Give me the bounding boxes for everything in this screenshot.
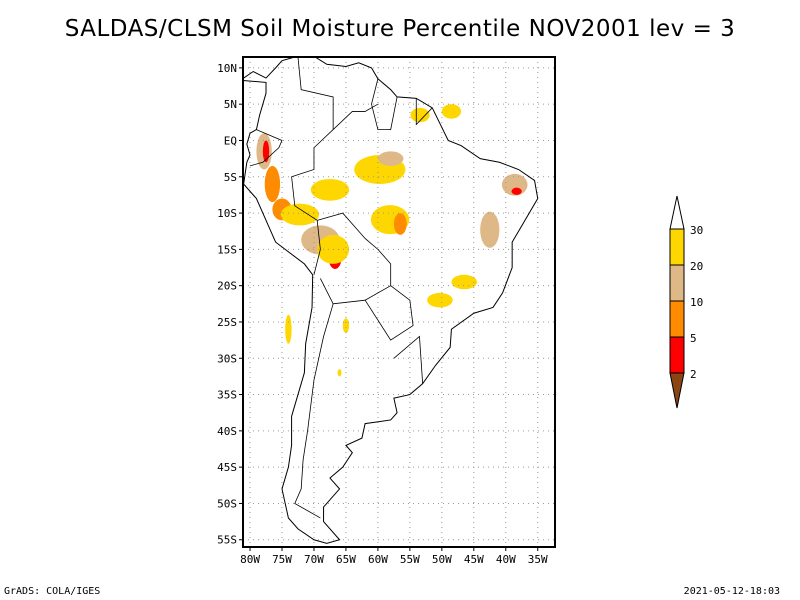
percentile-patch: [342, 318, 350, 333]
coastline: [243, 57, 539, 544]
lon-tick-label: 35W: [528, 553, 548, 566]
colorbar-below-triangle: [669, 372, 685, 409]
country-border: [393, 335, 424, 384]
percentile-patch: [337, 369, 342, 377]
plot-title: SALDAS/CLSM Soil Moisture Percentile NOV…: [64, 16, 736, 42]
lon-tick-label: 55W: [400, 553, 420, 566]
map-frame: [242, 56, 556, 548]
colorbar-segment: [669, 300, 685, 338]
percentile-patch: [441, 104, 462, 119]
colorbar-label: 30: [690, 224, 703, 237]
lon-tick-label: 80W: [240, 553, 260, 566]
colorbar-above-triangle: [669, 195, 685, 230]
percentile-patch: [377, 151, 404, 166]
percentile-patch: [427, 292, 453, 308]
country-border: [317, 212, 392, 305]
lat-tick-label: EQ: [224, 134, 237, 147]
country-border: [415, 98, 433, 126]
lat-tick-label: 30S: [217, 352, 237, 365]
percentile-patch: [511, 187, 522, 195]
colorbar-segment: [669, 264, 685, 302]
lat-tick-label: 50S: [217, 497, 237, 510]
colorbar-label: 5: [690, 332, 697, 345]
lat-tick-label: 5N: [224, 98, 237, 111]
percentile-patch: [310, 178, 350, 201]
lon-tick-label: 75W: [272, 553, 292, 566]
lat-tick-label: 10N: [217, 62, 237, 75]
percentile-patch: [280, 203, 320, 226]
colorbar-label: 10: [690, 296, 703, 309]
country-border: [291, 57, 334, 275]
lat-tick-label: 25S: [217, 316, 237, 329]
colorbar-segment: [669, 228, 685, 266]
country-border: [371, 78, 398, 130]
lat-tick-label: 20S: [217, 280, 237, 293]
colorbar-label: 20: [690, 260, 703, 273]
percentile-patch: [285, 314, 292, 344]
percentile-patch: [262, 140, 270, 163]
lat-tick-label: 40S: [217, 425, 237, 438]
colorbar-label: 2: [690, 368, 697, 381]
percentile-patch: [393, 213, 407, 235]
percentile-patch: [451, 274, 478, 290]
lon-tick-label: 60W: [368, 553, 388, 566]
percentile-patch: [410, 107, 430, 123]
lat-tick-label: 10S: [217, 207, 237, 220]
lon-tick-label: 40W: [496, 553, 516, 566]
footer-credit: GrADS: COLA/IGES: [4, 586, 101, 597]
colorbar-segment: [669, 336, 685, 374]
footer-timestamp: 2021-05-12-18:03: [683, 586, 780, 597]
colorbar-legend: 2 5 10 20 30: [669, 195, 703, 409]
lon-tick-label: 70W: [304, 553, 324, 566]
country-border: [249, 129, 283, 167]
lat-tick-label: 5S: [224, 171, 237, 184]
lat-tick-label: 45S: [217, 461, 237, 474]
lon-tick-label: 50W: [432, 553, 452, 566]
lon-tick-label: 65W: [336, 553, 356, 566]
lat-tick-label: 55S: [217, 534, 237, 547]
percentile-patch: [480, 211, 500, 248]
country-border: [332, 103, 379, 130]
percentile-patch: [264, 165, 281, 203]
lat-tick-label: 15S: [217, 243, 237, 256]
lon-tick-label: 45W: [464, 553, 484, 566]
country-border: [294, 303, 334, 519]
lat-tick-label: 35S: [217, 389, 237, 402]
country-border: [364, 285, 414, 341]
